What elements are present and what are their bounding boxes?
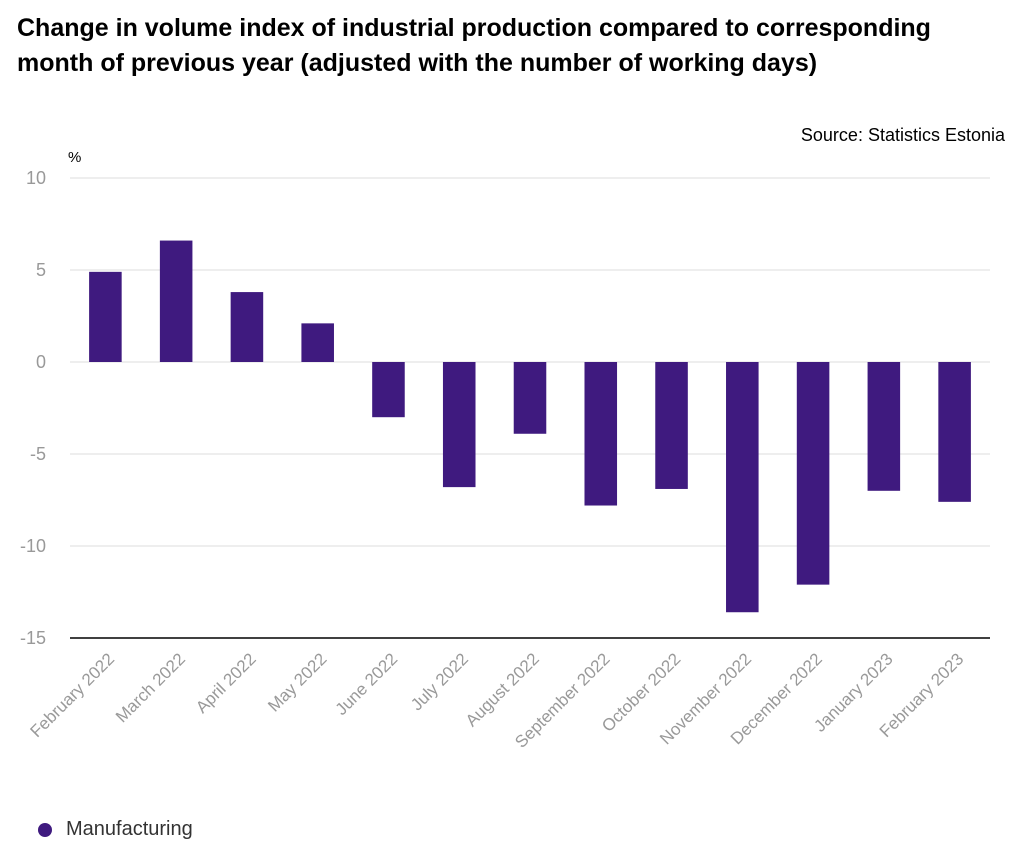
legend-swatch-manufacturing: [38, 823, 52, 837]
bars: [89, 241, 971, 613]
bar: [868, 362, 901, 491]
x-tick-label: March 2022: [112, 649, 189, 726]
chart-title: Change in volume index of industrial pro…: [17, 11, 977, 81]
bar: [89, 272, 122, 362]
bar: [231, 292, 264, 362]
x-tick-label: July 2022: [407, 649, 472, 714]
bar: [655, 362, 688, 489]
y-tick-label: 0: [36, 352, 46, 372]
bar: [301, 323, 334, 362]
bar: [160, 241, 193, 362]
x-tick-label: May 2022: [264, 649, 330, 715]
y-tick-label: -10: [20, 536, 46, 556]
y-tick-label: 10: [26, 168, 46, 188]
y-axis-ticks: 10 5 0 -5 -10 -15: [20, 168, 46, 648]
x-tick-label: June 2022: [332, 649, 402, 719]
bar: [797, 362, 830, 585]
y-tick-label: -5: [30, 444, 46, 464]
legend-label-manufacturing: Manufacturing: [66, 818, 193, 841]
y-tick-label: 5: [36, 260, 46, 280]
bar: [514, 362, 547, 434]
x-tick-label: February 2022: [27, 649, 119, 741]
bar: [726, 362, 759, 612]
y-axis-unit-label: %: [68, 149, 81, 166]
x-tick-label: April 2022: [192, 649, 260, 717]
bar: [443, 362, 476, 487]
legend: Manufacturing: [38, 818, 193, 841]
y-tick-label: -15: [20, 628, 46, 648]
bar: [584, 362, 617, 506]
bar: [372, 362, 405, 417]
bar: [938, 362, 971, 502]
